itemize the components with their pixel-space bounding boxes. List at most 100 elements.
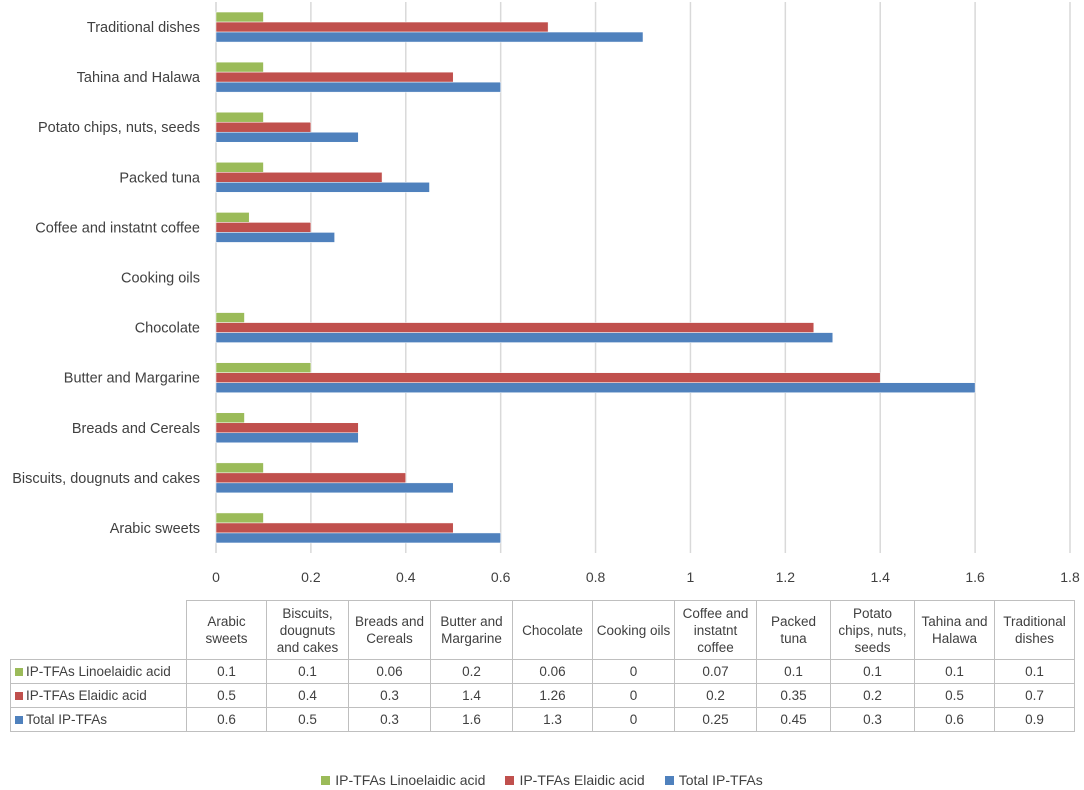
header-line: Chocolate [522,622,583,638]
table-cell: 0.1 [914,659,995,684]
bar-mark [215,372,881,383]
category-label: Potato chips, nuts, seeds [38,120,200,136]
header-line: Margarine [441,631,502,646]
table-cell: 0.1 [830,659,915,684]
table-cell: 0.25 [674,707,757,732]
bar-mark [215,432,359,444]
category-label: Packed tuna [119,170,201,186]
x-tick-label: 0 [212,569,220,585]
legend-label: IP-TFAs Linoelaidic acid [335,772,486,788]
header-line: Potato [852,605,893,621]
legend: IP-TFAs Linoelaidic acid IP-TFAs Elaidic … [0,772,1084,788]
table-cell: 0.1 [266,659,349,684]
bar-mark [215,61,264,73]
x-tick-label: 0.6 [491,569,511,585]
category-label: Tahina and Halawa [77,70,201,86]
x-tick-label: 0.8 [586,569,606,585]
legend-swatch-icon [321,776,331,785]
header-line: Cereals [366,631,413,646]
table-cell: 0.7 [994,683,1075,708]
table-cell: 0.5 [914,683,995,708]
header-line: Cooking oils [596,622,671,638]
bar-mark [215,412,245,424]
table-column-header: Arabic sweets [186,600,267,660]
bar-mark [215,382,976,393]
table-row-header: IP-TFAs Elaidic acid [10,683,187,708]
category-label: Cooking oils [121,271,200,287]
table-cell: 0.45 [756,707,831,732]
table-cell: 1.4 [430,683,513,708]
bar-mark [215,31,644,43]
x-tick-label: 1.8 [1060,569,1080,585]
category-axis-labels: Arabic sweets Biscuits, dougnuts and cake… [12,20,201,537]
bar-mark [215,111,264,123]
bar-mark [215,362,312,373]
series-swatch-icon [15,668,23,676]
header-line: Biscuits, [282,605,333,621]
category-label: Biscuits, dougnuts and cakes [12,471,200,487]
table-cell: 0 [592,707,675,732]
bar-mark [215,532,501,544]
table-row: IP-TFAs Linoelaidic acid 0.1 0.1 0.06 0.2 0.0… [10,659,1075,684]
header-line: and cakes [276,639,339,655]
table-cell: 0.2 [430,659,513,684]
bar-mark [215,512,264,524]
header-line: Halawa [931,631,978,646]
header-line: seeds [854,639,891,655]
x-tick-label: 1 [687,569,695,585]
header-line: tuna [780,631,807,646]
table-cell: 0.1 [994,659,1075,684]
table-cell: 1.3 [512,707,593,732]
legend-label: Total IP-TFAs [678,772,763,788]
header-line: dougnuts [279,622,336,638]
legend-item: IP-TFAs Linoelaidic acid [321,772,485,788]
x-tick-label: 0.4 [396,569,416,585]
bar-mark [215,162,264,173]
bar-mark [215,422,359,434]
bar-chart: Arabic sweets Biscuits, dougnuts and cake… [12,2,1080,585]
bar-mark [215,71,454,83]
header-line: coffee [697,639,734,655]
category-label: Traditional dishes [87,20,200,36]
header-line: Breads and [354,614,425,629]
table-column-header: Butter and Margarine [430,600,513,660]
value-axis-tick-labels: 0 0.2 0.4 0.6 0.8 1 1.2 1.4 1.6 1.8 [212,569,1080,585]
header-line: Arabic [207,614,246,629]
bar-mark [215,121,312,133]
table-row-header: Total IP-TFAs [10,707,187,732]
table-row-header: IP-TFAs Linoelaidic acid [10,659,187,684]
table-column-header: Cooking oils [592,600,675,660]
legend-item: IP-TFAs Elaidic acid [505,772,645,788]
table-corner [10,600,187,660]
bar-mark [215,11,264,23]
category-label: Arabic sweets [110,521,200,537]
legend-swatch-icon [505,776,515,785]
table-cell: 1.26 [512,683,593,708]
series-swatch-icon [15,692,23,700]
header-line: Packed [770,614,817,629]
table-column-header: Potato chips, nuts, seeds [830,600,915,660]
table-column-header: Chocolate [512,600,593,660]
table-cell: 0.07 [674,659,757,684]
table-cell: 0.4 [266,683,349,708]
table-cell: 0.35 [756,683,831,708]
header-line: Traditional [1003,614,1066,629]
bar-mark [215,522,454,534]
table-row: IP-TFAs Elaidic acid 0.5 0.4 0.3 1.4 1.26 0 0.2… [10,683,1075,708]
header-line: chips, nuts, [838,622,907,638]
table-cell: 0.5 [266,707,349,732]
x-tick-label: 1.2 [776,569,796,585]
table-row: Total IP-TFAs 0.6 0.5 0.3 1.6 1.3 0 0.25 0.45 0.3… [10,707,1075,732]
table-column-header: Biscuits, dougnuts and cakes [266,600,349,660]
table-cell: 0.2 [830,683,915,708]
header-line: Butter and [440,614,503,629]
chart-data-table: Arabic sweets Biscuits, dougnuts and cakes Br… [10,600,1075,732]
legend-label: IP-TFAs Elaidic acid [519,772,645,788]
bar-mark [215,482,454,494]
table-column-header: Breads and Cereals [348,600,431,660]
x-tick-label: 0.2 [301,569,321,585]
table-cell: 0 [592,659,675,684]
x-tick-label: 1.6 [965,569,985,585]
category-label: Coffee and instatnt coffee [35,220,200,236]
bars [215,11,976,544]
